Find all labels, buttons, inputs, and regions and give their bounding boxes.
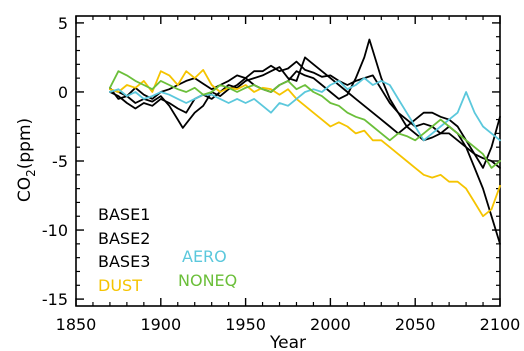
- y-tick-label: -15: [42, 290, 68, 309]
- x-axis-ticks: 1850 1900 1950 2000 2050 2100: [56, 16, 521, 334]
- series-line-noneq: [109, 70, 501, 169]
- x-tick-label: 2100: [480, 315, 521, 334]
- y-axis-title: CO2(ppm): [15, 118, 38, 202]
- legend-label-base2: BASE2: [98, 229, 150, 248]
- series-lines: [109, 38, 501, 245]
- x-tick-label: 2050: [395, 315, 436, 334]
- legend-label-base1: BASE1: [98, 205, 150, 224]
- y-tick-label: -10: [42, 221, 68, 240]
- legend: BASE1 BASE2 BASE3 DUST AERO NONEQ: [98, 205, 237, 295]
- y-tick-label: -5: [52, 152, 68, 171]
- x-axis-title: Year: [269, 333, 306, 351]
- x-tick-label: 1950: [225, 315, 266, 334]
- legend-label-base3: BASE3: [98, 252, 150, 271]
- x-tick-label: 1900: [140, 315, 181, 334]
- legend-label-noneq: NONEQ: [178, 271, 237, 290]
- series-line-base3: [109, 56, 501, 169]
- x-tick-label: 1850: [56, 315, 97, 334]
- series-line-aero: [109, 77, 501, 142]
- series-line-dust: [109, 69, 501, 218]
- y-tick-label: 0: [58, 83, 68, 102]
- legend-label-aero: AERO: [182, 247, 227, 266]
- legend-label-dust: DUST: [98, 276, 142, 295]
- series-line-base2: [109, 38, 501, 169]
- y-tick-label: 5: [58, 14, 68, 33]
- y-axis-ticks: 5 0 -5 -10 -15: [42, 14, 500, 309]
- x-tick-label: 2000: [310, 315, 351, 334]
- series-line-base1: [109, 60, 501, 245]
